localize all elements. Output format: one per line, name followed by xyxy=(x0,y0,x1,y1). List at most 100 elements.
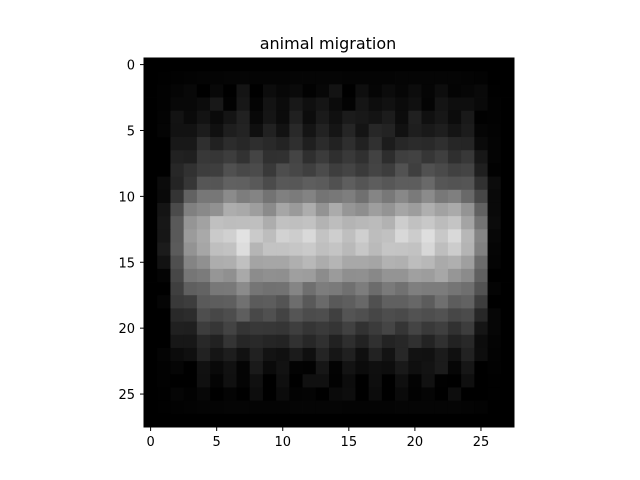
heatmap-cell xyxy=(289,308,303,322)
heatmap-cell xyxy=(342,110,356,125)
heatmap-cell xyxy=(302,216,317,230)
heatmap-cell xyxy=(262,189,277,204)
heatmap-cell xyxy=(487,84,502,98)
heatmap-cell xyxy=(144,189,158,204)
heatmap-cell xyxy=(329,150,343,164)
heatmap-cell xyxy=(408,189,422,204)
heatmap-cell xyxy=(500,282,515,296)
heatmap-cell xyxy=(408,334,422,349)
heatmap-cell xyxy=(236,361,251,375)
heatmap-cell xyxy=(500,71,515,85)
heatmap-cell xyxy=(157,84,171,98)
heatmap-cell xyxy=(395,374,409,388)
heatmap-cell xyxy=(157,321,171,336)
heatmap-cell xyxy=(315,361,330,375)
heatmap-cell xyxy=(183,268,198,283)
heatmap-cell xyxy=(157,163,171,178)
heatmap-cell xyxy=(170,334,185,349)
heatmap-cell xyxy=(355,400,370,415)
heatmap-cell xyxy=(500,176,515,191)
x-tick-label: 0 xyxy=(146,435,154,450)
heatmap-cell xyxy=(183,282,198,296)
heatmap-cell xyxy=(474,374,488,388)
heatmap-cell xyxy=(434,58,449,72)
heatmap-cell xyxy=(408,282,422,296)
heatmap-cell xyxy=(329,123,343,138)
heatmap-cell xyxy=(249,242,264,257)
heatmap-cell xyxy=(447,150,462,164)
heatmap-cell xyxy=(223,308,237,322)
heatmap-cell xyxy=(236,400,251,415)
heatmap-cell xyxy=(381,361,396,375)
heatmap-cell xyxy=(196,268,211,283)
heatmap-cell xyxy=(236,295,251,309)
y-tick-label: 5 xyxy=(127,124,135,139)
heatmap-cell xyxy=(421,268,436,283)
heatmap-cell xyxy=(210,189,224,204)
heatmap-cell xyxy=(381,202,396,217)
heatmap-cell xyxy=(368,216,383,230)
heatmap-cell xyxy=(421,216,436,230)
heatmap-cell xyxy=(342,334,356,349)
heatmap-cell xyxy=(196,387,211,402)
heatmap-cell xyxy=(500,216,515,230)
heatmap-cell xyxy=(461,400,475,415)
heatmap-cell xyxy=(500,189,515,204)
y-tick-label: 15 xyxy=(118,256,135,271)
heatmap-cell xyxy=(223,387,237,402)
heatmap-cell xyxy=(289,334,303,349)
heatmap-cell xyxy=(289,176,303,191)
heatmap-cell xyxy=(236,58,251,72)
heatmap-cell xyxy=(395,150,409,164)
heatmap-cell xyxy=(289,413,303,428)
heatmap-cell xyxy=(461,282,475,296)
heatmap-cell xyxy=(474,176,488,191)
heatmap-cell xyxy=(447,97,462,112)
heatmap-cell xyxy=(500,163,515,178)
heatmap-cell xyxy=(196,413,211,428)
heatmap-cell xyxy=(500,308,515,322)
heatmap-cell xyxy=(395,163,409,178)
heatmap-cell xyxy=(487,58,502,72)
heatmap-cell xyxy=(329,202,343,217)
heatmap-cell xyxy=(368,400,383,415)
heatmap-cell xyxy=(447,242,462,257)
x-tick-label: 10 xyxy=(274,435,291,450)
heatmap-cell xyxy=(447,295,462,309)
heatmap-cell xyxy=(183,176,198,191)
heatmap-cell xyxy=(223,58,237,72)
heatmap-cell xyxy=(183,334,198,349)
heatmap-cell xyxy=(487,374,502,388)
heatmap-cell xyxy=(381,347,396,362)
heatmap-cell xyxy=(368,242,383,257)
heatmap-cell xyxy=(223,189,237,204)
heatmap-cell xyxy=(355,295,370,309)
heatmap-cell xyxy=(144,361,158,375)
heatmap-cell xyxy=(223,97,237,112)
heatmap-cell xyxy=(355,58,370,72)
heatmap-cell xyxy=(487,255,502,270)
heatmap-cell xyxy=(315,295,330,309)
heatmap-cell xyxy=(210,123,224,138)
heatmap-cell xyxy=(170,189,185,204)
heatmap-cell xyxy=(249,97,264,112)
heatmap-cell xyxy=(289,347,303,362)
heatmap-cell xyxy=(381,387,396,402)
heatmap-cell xyxy=(461,71,475,85)
heatmap-cell xyxy=(408,400,422,415)
heatmap-cell xyxy=(276,361,290,375)
heatmap-cell xyxy=(144,374,158,388)
heatmap-cell xyxy=(276,176,290,191)
heatmap-cell xyxy=(170,268,185,283)
heatmap-cell xyxy=(342,229,356,243)
heatmap-cell xyxy=(210,334,224,349)
heatmap-cell xyxy=(196,334,211,349)
heatmap-cell xyxy=(500,387,515,402)
heatmap-cell xyxy=(210,347,224,362)
heatmap-cell xyxy=(262,71,277,85)
heatmap-cell xyxy=(223,321,237,336)
heatmap-cell xyxy=(421,282,436,296)
heatmap-cell xyxy=(342,123,356,138)
heatmap-cell xyxy=(210,97,224,112)
heatmap-cell xyxy=(249,163,264,178)
